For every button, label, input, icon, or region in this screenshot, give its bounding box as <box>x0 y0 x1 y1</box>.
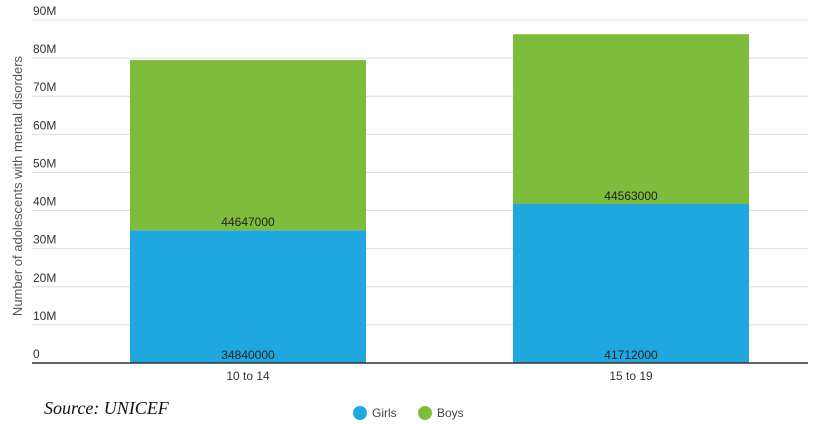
y-tick-label: 90M <box>33 4 56 18</box>
bar-boys-2 <box>513 34 749 205</box>
data-label-girls-2: 41712000 <box>604 348 658 362</box>
y-tick-label: 0 <box>33 347 40 361</box>
source-note: Source: UNICEF <box>44 398 169 418</box>
bars <box>130 34 749 363</box>
bar-girls-2 <box>513 204 749 363</box>
y-axis-ticks: 0 10M 20M 30M 40M 50M 60M 70M 80M 90M <box>33 4 56 361</box>
y-tick-label: 40M <box>33 195 56 209</box>
y-tick-label: 50M <box>33 156 56 170</box>
legend-boys-swatch <box>418 406 432 420</box>
y-tick-label: 60M <box>33 118 56 132</box>
data-labels: 34840000 44647000 41712000 44563000 <box>221 189 658 362</box>
bar-girls-1 <box>130 230 366 363</box>
data-label-boys-1: 44647000 <box>221 215 275 229</box>
legend: Girls Boys <box>353 406 464 420</box>
y-tick-label: 30M <box>33 233 56 247</box>
y-tick-label: 80M <box>33 42 56 56</box>
y-tick-label: 20M <box>33 271 56 285</box>
y-tick-label: 10M <box>33 309 56 323</box>
x-category-label: 10 to 14 <box>226 369 270 383</box>
y-tick-label: 70M <box>33 80 56 94</box>
x-category-label: 15 to 19 <box>609 369 653 383</box>
bar-boys-1 <box>130 60 366 231</box>
data-label-boys-2: 44563000 <box>604 189 658 203</box>
legend-girls-swatch <box>353 406 367 420</box>
legend-girls-label: Girls <box>372 406 397 420</box>
y-axis-title: Number of adolescents with mental disord… <box>10 55 25 316</box>
x-axis-categories: 10 to 14 15 to 19 <box>226 369 653 383</box>
data-label-girls-1: 34840000 <box>221 348 275 362</box>
legend-boys-label: Boys <box>437 406 464 420</box>
